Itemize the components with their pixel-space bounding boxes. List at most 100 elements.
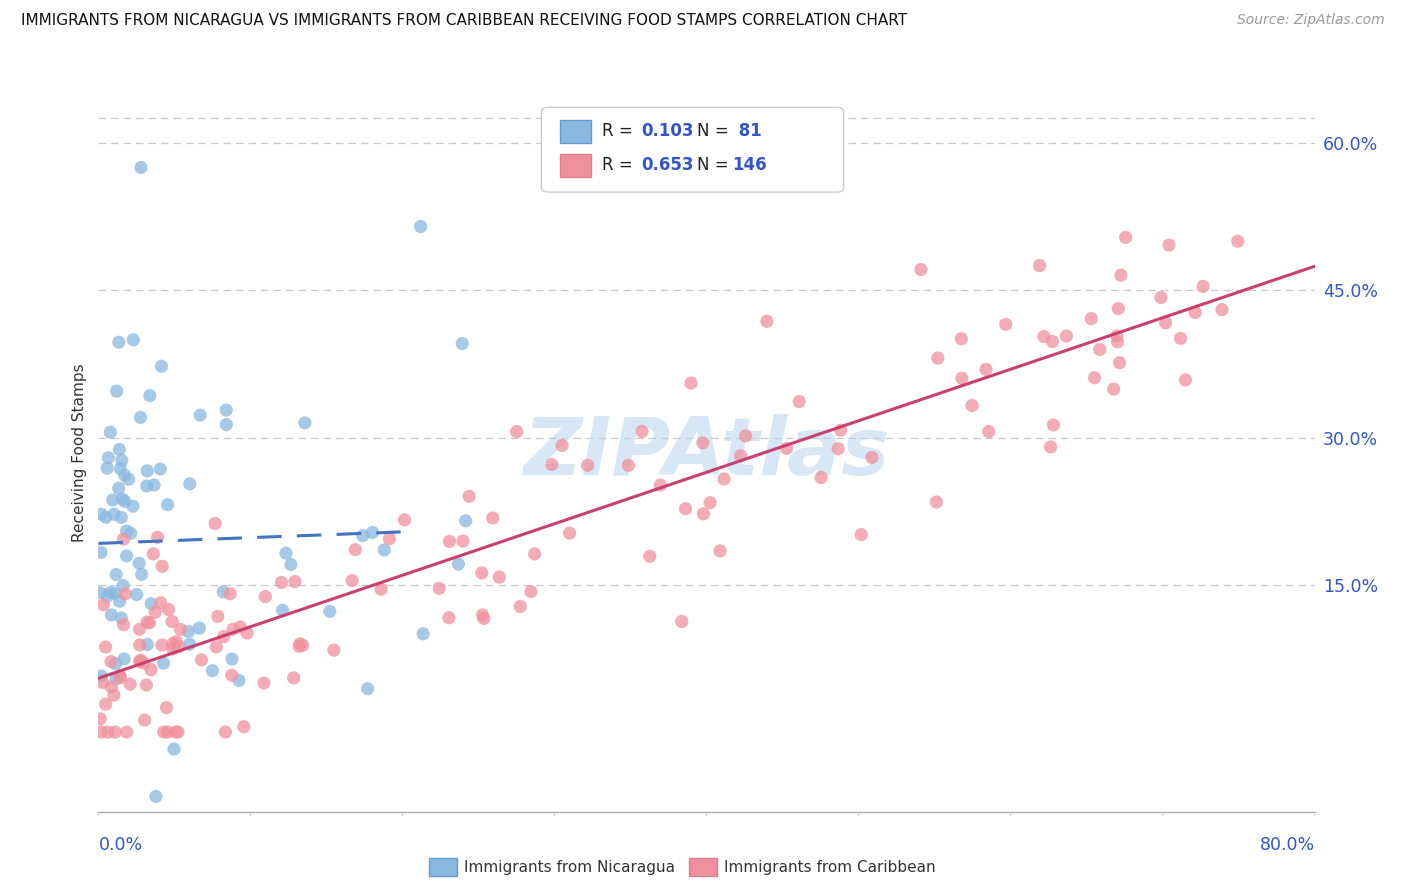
Point <box>1192 279 1215 293</box>
Point <box>204 516 226 531</box>
Point <box>280 558 302 572</box>
Point <box>110 461 132 475</box>
Point <box>114 468 136 483</box>
Point <box>352 528 374 542</box>
Point <box>120 677 142 691</box>
Text: 0.653: 0.653 <box>641 156 693 174</box>
Point <box>1028 259 1050 273</box>
Point <box>222 622 245 636</box>
Point <box>169 623 191 637</box>
Point <box>960 399 983 413</box>
Point <box>160 615 183 629</box>
Point <box>910 262 932 277</box>
Point <box>283 671 305 685</box>
Point <box>136 464 159 478</box>
Point <box>112 617 135 632</box>
Text: Immigrants from Caribbean: Immigrants from Caribbean <box>724 860 936 874</box>
Point <box>322 643 344 657</box>
Text: N =: N = <box>697 156 734 174</box>
Point <box>830 423 852 437</box>
Point <box>96 461 118 475</box>
Point <box>94 640 117 654</box>
Point <box>437 611 460 625</box>
Point <box>505 425 527 439</box>
Text: 146: 146 <box>733 156 768 174</box>
Point <box>108 594 131 608</box>
Point <box>91 675 114 690</box>
Point <box>142 547 165 561</box>
Point <box>1170 331 1192 345</box>
Point <box>152 725 174 739</box>
Point <box>540 458 562 472</box>
Point <box>1040 334 1063 349</box>
Point <box>471 566 494 580</box>
Point <box>134 713 156 727</box>
Point <box>288 640 311 654</box>
Point <box>451 336 474 351</box>
Point <box>125 588 148 602</box>
Point <box>110 611 132 625</box>
Point <box>90 507 112 521</box>
Point <box>179 476 201 491</box>
Point <box>131 567 153 582</box>
Y-axis label: Receiving Food Stamps: Receiving Food Stamps <box>72 363 87 542</box>
Point <box>207 609 229 624</box>
Point <box>617 458 640 473</box>
Point <box>1083 370 1105 384</box>
Point <box>1108 356 1130 370</box>
Point <box>97 725 120 739</box>
Text: R =: R = <box>602 122 638 140</box>
Point <box>149 596 172 610</box>
Point <box>451 534 474 549</box>
Point <box>135 479 157 493</box>
Point <box>709 544 731 558</box>
Point <box>150 559 173 574</box>
Point <box>232 834 254 848</box>
Point <box>520 584 543 599</box>
Point <box>96 589 118 603</box>
Point <box>139 663 162 677</box>
Point <box>271 603 294 617</box>
Point <box>167 640 190 654</box>
Point <box>488 570 510 584</box>
Point <box>90 669 112 683</box>
Point <box>925 495 948 509</box>
Point <box>110 510 132 524</box>
Point <box>104 586 127 600</box>
Point <box>787 394 810 409</box>
Point <box>373 543 395 558</box>
Point <box>162 637 184 651</box>
Point <box>439 534 461 549</box>
Point <box>447 557 470 571</box>
Point <box>132 656 155 670</box>
Point <box>692 435 714 450</box>
Point <box>927 351 949 365</box>
Point <box>412 627 434 641</box>
Point <box>851 527 873 541</box>
Point <box>1109 268 1132 283</box>
Point <box>671 615 693 629</box>
Point <box>120 526 142 541</box>
Point <box>221 652 243 666</box>
Point <box>128 622 150 636</box>
Point <box>177 624 200 639</box>
Point <box>458 489 481 503</box>
Point <box>409 219 432 234</box>
Point <box>1174 373 1197 387</box>
Point <box>236 626 259 640</box>
Point <box>111 491 134 506</box>
Point <box>232 720 254 734</box>
Point <box>103 507 125 521</box>
Point <box>114 494 136 508</box>
Point <box>201 664 224 678</box>
Point <box>94 697 117 711</box>
Point <box>294 416 316 430</box>
Point <box>734 429 756 443</box>
Point <box>143 605 166 619</box>
Text: ZIPAtlas: ZIPAtlas <box>523 414 890 491</box>
Point <box>156 725 179 739</box>
Point <box>104 657 127 671</box>
Point <box>344 542 367 557</box>
Point <box>93 818 115 832</box>
Point <box>108 668 131 682</box>
